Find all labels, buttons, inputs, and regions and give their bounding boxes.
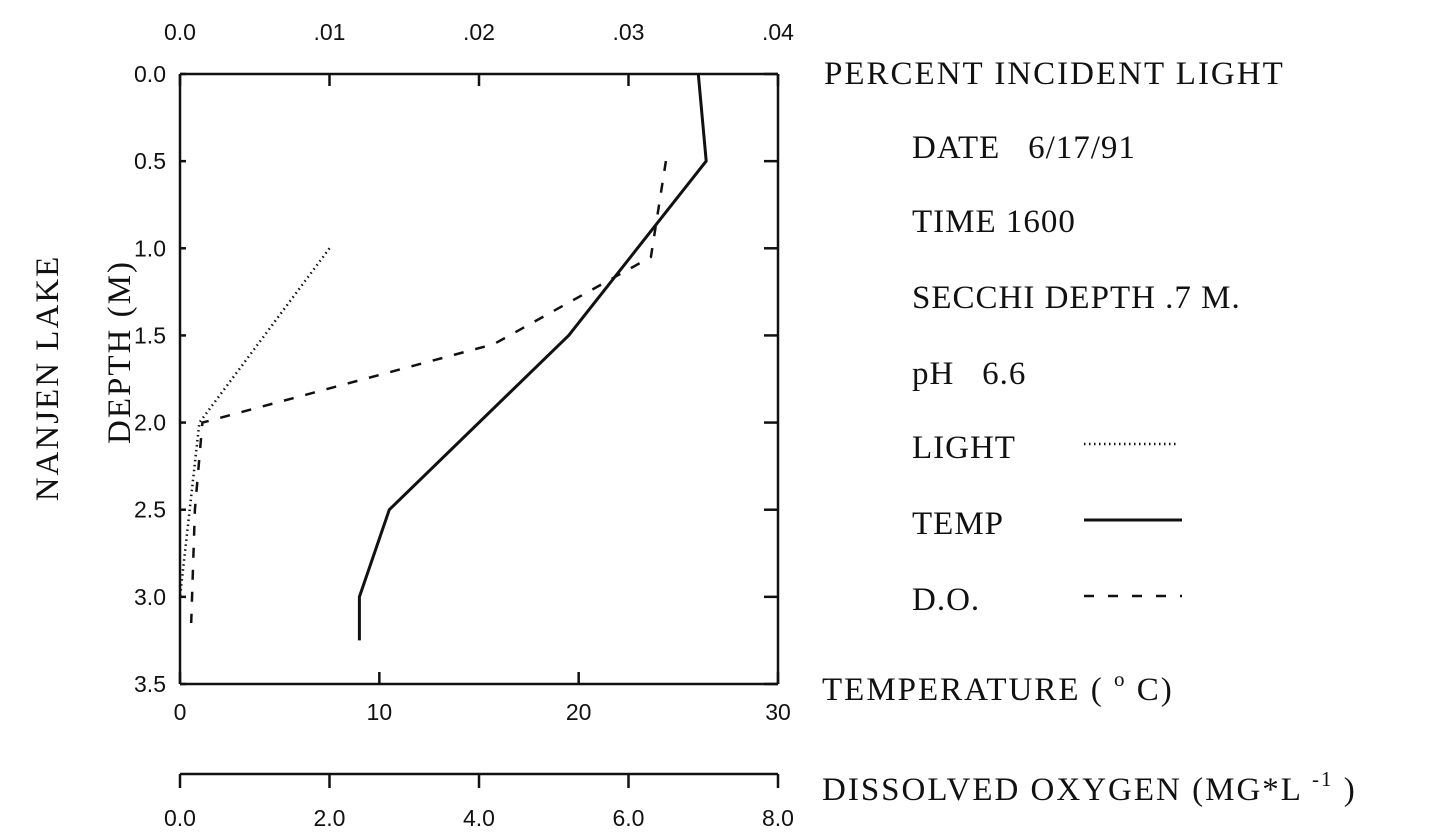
- depth-tick-label: 0.5: [134, 148, 166, 174]
- do-tick-label: 0.0: [164, 805, 196, 831]
- light-tick-label: 0.0: [164, 19, 196, 45]
- temperature-tick-label: 30: [765, 699, 791, 725]
- info-secchi: SECCHI DEPTH .7 M.: [912, 280, 1241, 316]
- temperature-tick-label: 10: [367, 699, 393, 725]
- do-tick-label: 8.0: [762, 805, 794, 831]
- light-axis-title: PERCENT INCIDENT LIGHT: [824, 56, 1285, 92]
- series-layer: [178, 73, 708, 641]
- temperature-axis-title-main: TEMPERATURE (: [822, 672, 1104, 708]
- light-tick-label: .01: [314, 19, 346, 45]
- light-tick-label: .03: [613, 19, 645, 45]
- depth-tick-label: 1.5: [134, 322, 166, 348]
- do-axis-title-main: DISSOLVED OXYGEN (MG*L: [822, 772, 1302, 808]
- do-tick-label: 6.0: [613, 805, 645, 831]
- depth-tick-label: 2.5: [134, 497, 166, 523]
- do-tick-label: 4.0: [463, 805, 495, 831]
- light-axis-ticks: 0.0 .01 .02 .03 .04: [164, 19, 794, 86]
- depth-tick-label: 3.5: [134, 671, 166, 697]
- do-axis-title-sup: -1: [1312, 767, 1334, 791]
- do-tick-label: 2.0: [314, 805, 346, 831]
- light-tick-label: .04: [762, 19, 794, 45]
- legend: LIGHT TEMP D.O.: [912, 430, 1182, 618]
- depth-axis-ticks: 0.0 0.5 1.0 1.5 2.0 2.5 3.0 3.5: [134, 61, 778, 697]
- do-axis-ticks: 0.0 2.0 4.0 6.0 8.0: [164, 774, 794, 831]
- legend-label-temp: TEMP: [912, 506, 1004, 542]
- y-axis-label-line2: DEPTH (M): [102, 260, 138, 444]
- temperature-tick-label: 0: [174, 699, 187, 725]
- info-block: DATE 6/17/91 TIME 1600 SECCHI DEPTH .7 M…: [912, 130, 1241, 392]
- info-date: DATE 6/17/91: [912, 130, 1136, 166]
- y-axis-label-line1: NANJEN LAKE: [30, 255, 66, 502]
- info-ph: pH 6.6: [912, 356, 1026, 392]
- info-time: TIME 1600: [912, 204, 1076, 240]
- temperature-axis-title-unit: C): [1137, 672, 1174, 708]
- temperature-axis-title: TEMPERATURE ( o C): [822, 658, 1174, 708]
- depth-tick-label: 0.0: [134, 61, 166, 87]
- depth-tick-label: 2.0: [134, 410, 166, 436]
- do-axis-title-end: ): [1344, 772, 1357, 808]
- series-line-do: [189, 160, 668, 624]
- temperature-axis-ticks: 0 10 20 30: [174, 672, 791, 725]
- plot-frame: [178, 72, 780, 686]
- legend-label-do: D.O.: [912, 582, 980, 618]
- temperature-axis-title-degree: o: [1114, 667, 1127, 691]
- do-axis-title: DISSOLVED OXYGEN (MG*L -1 ): [822, 758, 1357, 808]
- series-line-temp: [357, 73, 708, 641]
- depth-tick-label: 1.0: [134, 235, 166, 261]
- temperature-tick-label: 20: [566, 699, 592, 725]
- light-tick-label: .02: [463, 19, 495, 45]
- depth-tick-label: 3.0: [134, 584, 166, 610]
- legend-label-light: LIGHT: [912, 430, 1016, 466]
